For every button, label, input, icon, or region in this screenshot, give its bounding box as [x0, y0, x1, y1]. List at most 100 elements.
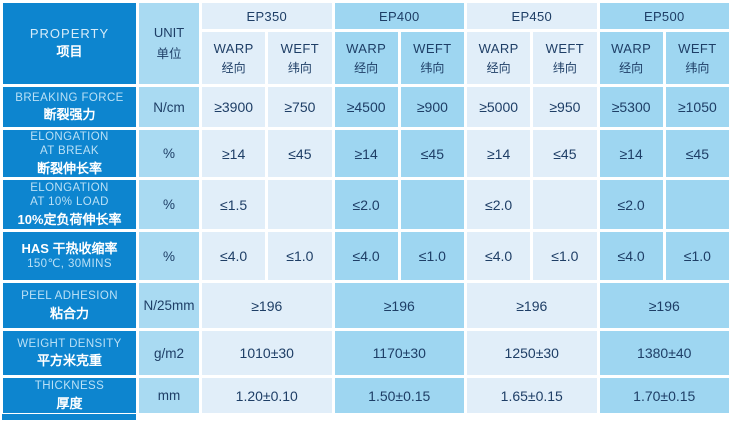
- row-label-zh: 10%定负荷伸长率: [17, 211, 122, 227]
- row-label-en: PEEL ADHESION: [21, 290, 118, 303]
- property-header-en: PROPERTY: [29, 26, 110, 42]
- warp-header-zh: 经向: [354, 60, 379, 75]
- weft-header-zh: 纬向: [287, 60, 312, 75]
- value-cell: ≥5000: [467, 87, 531, 127]
- value-cell: ≥14: [334, 130, 398, 177]
- weft-header-zh: 纬向: [685, 60, 710, 75]
- warp-header-en: WARP: [346, 40, 387, 56]
- warp-header-en: WARP: [478, 40, 519, 56]
- value-cell: 1010±30: [202, 331, 332, 375]
- row-label-zh: 粘合力: [49, 305, 89, 321]
- weft-header: WEFT 纬向: [533, 32, 597, 84]
- row-label-has: HAS 干热收缩率 150℃, 30MINS: [3, 232, 136, 280]
- weft-header-en: WEFT: [280, 40, 320, 56]
- value-cell: ≥900: [400, 87, 464, 127]
- unit-header: UNIT 单位: [139, 3, 199, 84]
- value-cell: ≤45: [665, 130, 729, 177]
- table-row: THICKNESS 厚度 mm 1.20±0.10 1.50±0.15 1.65…: [3, 378, 729, 413]
- value-cell: ≤1.0: [533, 232, 597, 280]
- value-cell: ≤2.0: [599, 180, 663, 229]
- row-label-en: 150℃, 30MINS: [27, 257, 112, 270]
- value-cell: ≥196: [202, 283, 332, 328]
- row-label-elongation-at-break: ELONGATION AT BREAK 断裂伸长率: [3, 130, 136, 177]
- value-cell: ≥196: [334, 283, 464, 328]
- value-cell: ≥14: [467, 130, 531, 177]
- group-header-ep450: EP450: [467, 3, 597, 29]
- row-label-zh: HAS 干热收缩率: [21, 240, 118, 256]
- table-row: WEIGHT DENSITY 平方米克重 g/m2 1010±30 1170±3…: [3, 331, 729, 375]
- unit-cell: N/25mm: [139, 283, 199, 328]
- unit-cell: %: [139, 130, 199, 177]
- row-label-weight-density: WEIGHT DENSITY 平方米克重: [3, 331, 136, 375]
- row-label-en: AT BREAK: [39, 145, 99, 158]
- weft-header: WEFT 纬向: [400, 32, 464, 84]
- unit-header-en: UNIT: [153, 25, 185, 40]
- value-cell: ≤4.0: [334, 232, 398, 280]
- table-header-row-groups: PROPERTY 项目 UNIT 单位 EP350 EP400 EP450 EP…: [3, 3, 729, 84]
- value-cell: ≥750: [268, 87, 332, 127]
- value-cell: ≥950: [533, 87, 597, 127]
- warp-header: WARP 经向: [334, 32, 398, 84]
- value-cell: ≤1.0: [665, 232, 729, 280]
- weft-header: WEFT 纬向: [665, 32, 729, 84]
- value-cell: 1170±30: [334, 331, 464, 375]
- value-cell: ≥196: [599, 283, 729, 328]
- weft-header-en: WEFT: [413, 40, 452, 56]
- value-cell: ≥196: [467, 283, 597, 328]
- warp-header: WARP 经向: [599, 32, 663, 84]
- row-label-en: ELONGATION: [30, 182, 109, 194]
- value-cell: ≥3900: [202, 87, 266, 127]
- property-header-zh: 项目: [56, 44, 83, 60]
- unit-cell: g/m2: [139, 331, 199, 375]
- value-cell: ≤4.0: [467, 232, 531, 280]
- unit-cell: mm: [139, 378, 199, 413]
- value-cell: ≥14: [202, 130, 266, 177]
- row-label-breaking-force: BREAKING FORCE 断裂强力: [3, 87, 136, 127]
- value-cell: 1.20±0.10: [202, 378, 332, 413]
- row-label-zh: 厚度: [56, 395, 83, 411]
- unit-cell: N/cm: [139, 87, 199, 127]
- warp-header: WARP 经向: [467, 32, 531, 84]
- value-cell: ≤2.0: [334, 180, 398, 229]
- table-row: PEEL ADHESION 粘合力 N/25mm ≥196 ≥196 ≥196 …: [3, 283, 729, 328]
- value-cell: ≥14: [599, 130, 663, 177]
- table-row: BREAKING FORCE 断裂强力 N/cm ≥3900 ≥750 ≥450…: [3, 87, 729, 127]
- group-header-ep500: EP500: [599, 3, 729, 29]
- value-cell: [268, 180, 332, 229]
- table-row: ELONGATION AT BREAK 断裂伸长率 % ≥14 ≤45 ≥14 …: [3, 130, 729, 177]
- value-cell: [665, 180, 729, 229]
- value-cell: 1.65±0.15: [467, 378, 597, 413]
- value-cell: 1380±40: [599, 331, 729, 375]
- warp-header-en: WARP: [611, 40, 652, 56]
- weft-header-en: WEFT: [545, 40, 585, 56]
- value-cell: [533, 180, 597, 229]
- value-cell: ≥1050: [665, 87, 729, 127]
- row-label-zh: 断裂伸长率: [36, 160, 102, 176]
- value-cell: ≤4.0: [599, 232, 663, 280]
- value-cell: ≤1.0: [400, 232, 464, 280]
- warp-header-zh: 经向: [221, 60, 246, 75]
- table-row: HAS 干热收缩率 150℃, 30MINS % ≤4.0 ≤1.0 ≤4.0 …: [3, 232, 729, 280]
- value-cell: ≤45: [268, 130, 332, 177]
- row-label-en: BREAKING FORCE: [15, 91, 124, 104]
- group-header-ep350: EP350: [202, 3, 332, 29]
- warp-header-en: WARP: [213, 40, 254, 56]
- warp-header-zh: 经向: [486, 60, 511, 75]
- row-label-elongation-at-10-load: ELONGATION AT 10% LOAD 10%定负荷伸长率: [3, 180, 136, 229]
- warp-header-zh: 经向: [619, 60, 644, 75]
- value-cell: ≤45: [533, 130, 597, 177]
- value-cell: ≤45: [400, 130, 464, 177]
- value-cell: 1.50±0.15: [334, 378, 464, 413]
- row-label-zh: 断裂强力: [43, 107, 96, 123]
- property-header: PROPERTY 项目: [3, 3, 136, 84]
- row-label-zh: 平方米克重: [36, 353, 102, 369]
- group-header-ep400: EP400: [334, 3, 464, 29]
- value-cell: ≤2.0: [467, 180, 531, 229]
- weft-header: WEFT 纬向: [268, 32, 332, 84]
- unit-cell: %: [139, 232, 199, 280]
- value-cell: 1.70±0.15: [599, 378, 729, 413]
- weft-header-zh: 纬向: [552, 60, 577, 75]
- warp-header: WARP 经向: [202, 32, 266, 84]
- value-cell: ≥4500: [334, 87, 398, 127]
